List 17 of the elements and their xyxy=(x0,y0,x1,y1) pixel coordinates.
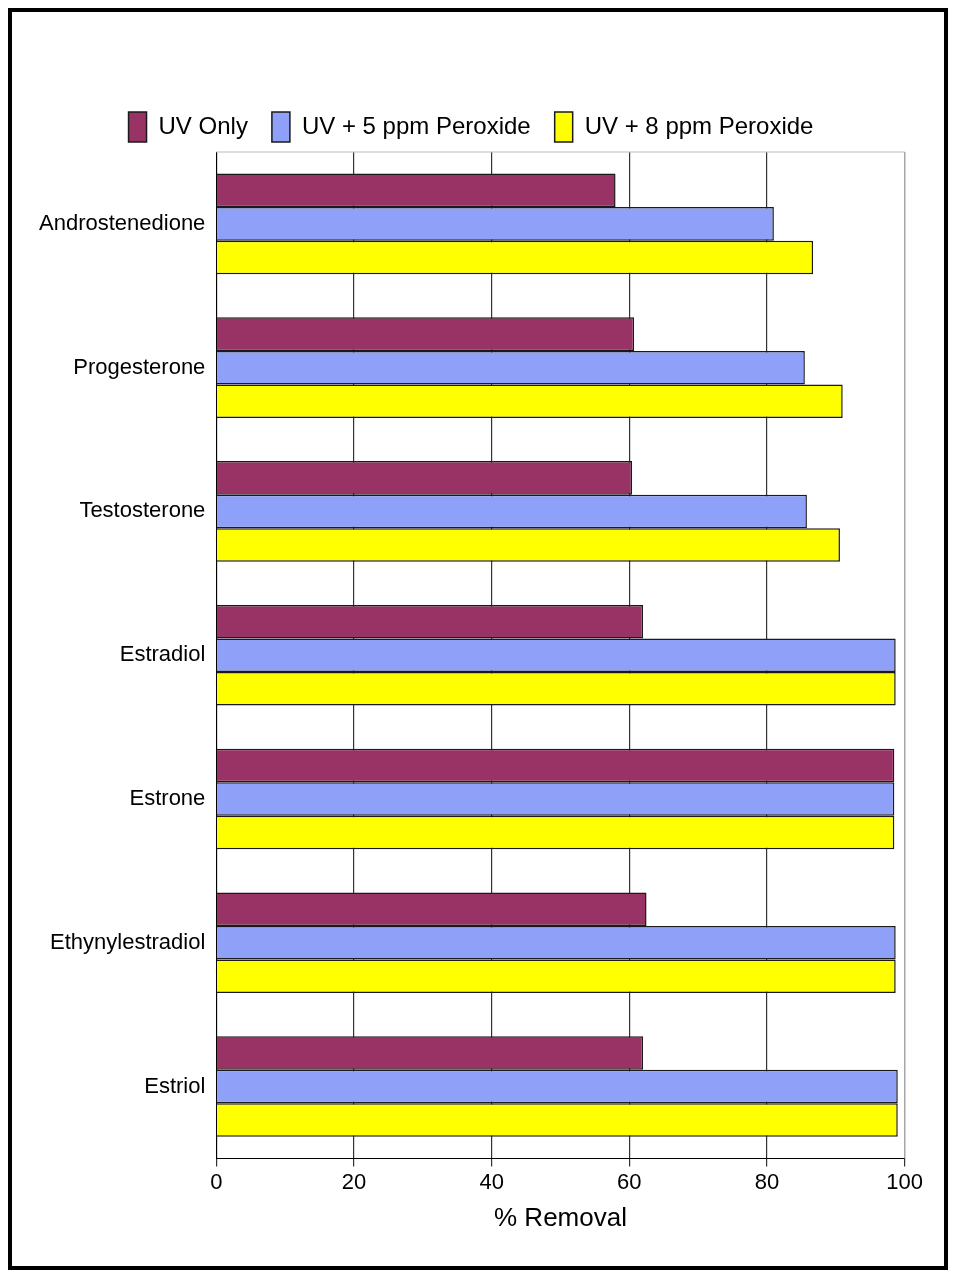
y-tick-label: Ethynylestradiol xyxy=(50,928,206,954)
y-tick-label: Progesterone xyxy=(73,353,206,379)
legend-label: UV Only xyxy=(158,111,248,139)
x-tick-label: 100 xyxy=(886,1168,924,1194)
y-tick-label: Estrone xyxy=(129,785,206,811)
legend-label: UV + 5 ppm Peroxide xyxy=(301,111,531,139)
y-tick-label: Estradiol xyxy=(119,641,206,667)
y-tick-label: Androstenedione xyxy=(38,209,206,235)
x-tick-label: 0 xyxy=(210,1168,223,1194)
x-axis-title: % Removal xyxy=(494,1201,627,1232)
x-tick-label: 20 xyxy=(341,1168,367,1194)
x-tick-label: 40 xyxy=(479,1168,504,1194)
x-tick-label: 60 xyxy=(617,1168,642,1194)
y-tick-label: Testosterone xyxy=(79,497,206,523)
x-tick-label: 80 xyxy=(754,1168,780,1194)
legend-label: UV + 8 ppm Peroxide xyxy=(584,111,814,139)
y-tick-label: Estriol xyxy=(144,1072,206,1098)
